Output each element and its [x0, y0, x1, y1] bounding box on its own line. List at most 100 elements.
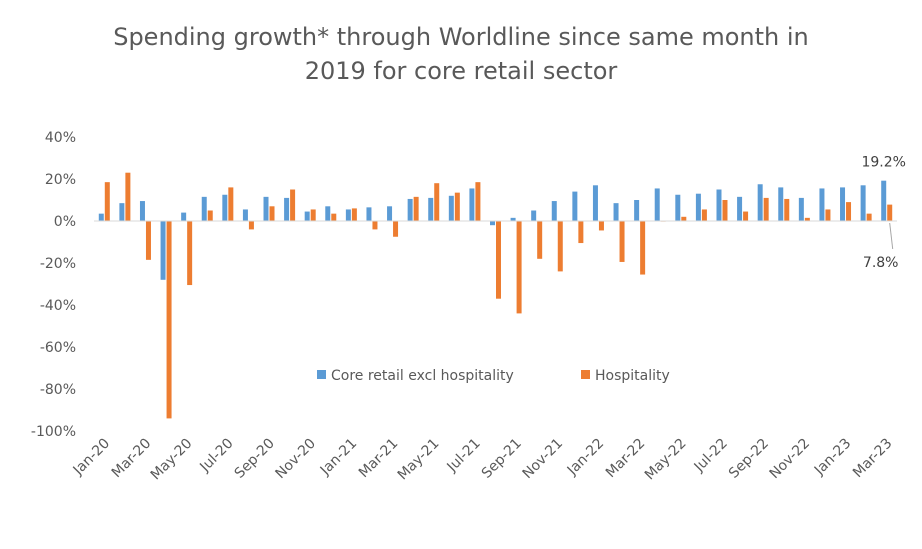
x-tick-label: Mar-22 — [603, 436, 649, 482]
bar-hospitality-mar-22 — [640, 221, 646, 275]
bar-hospitality-jan-21 — [351, 208, 357, 221]
bar-core-retail-mar-22 — [634, 200, 640, 221]
bar-core-retail-dec-22 — [819, 188, 825, 221]
bar-hospitality-jun-20 — [207, 210, 213, 221]
x-tick-label: Jan-23 — [811, 436, 854, 479]
legend-label-core-retail: Core retail excl hospitality — [331, 368, 514, 384]
x-tick-label: Sep-22 — [726, 436, 772, 482]
bar-hospitality-nov-20 — [310, 209, 316, 221]
x-tick-label: Mar-23 — [850, 436, 896, 482]
bar-core-retail-apr-22 — [654, 188, 660, 221]
bar-hospitality-feb-22 — [619, 221, 625, 262]
bar-hospitality-jan-22 — [598, 221, 604, 231]
bar-core-retail-nov-20 — [304, 211, 310, 221]
y-tick-label: 20% — [45, 172, 76, 188]
bar-hospitality-feb-21 — [372, 221, 378, 230]
bar-hospitality-may-20 — [187, 221, 193, 286]
y-tick-label: -80% — [40, 382, 76, 398]
bar-core-retail-may-20 — [181, 212, 187, 221]
bar-core-retail-jul-22 — [716, 189, 722, 221]
bar-hospitality-aug-21 — [496, 221, 501, 299]
bar-core-retail-dec-21 — [572, 191, 578, 221]
bar-core-retail-sep-22 — [757, 184, 763, 221]
bar-core-retail-sep-20 — [263, 196, 269, 221]
bar-core-retail-jun-20 — [201, 196, 207, 221]
bar-hospitality-sep-21 — [516, 221, 522, 314]
bar-hospitality-aug-22 — [743, 211, 749, 221]
x-tick-label: Jan-21 — [317, 436, 360, 479]
x-tick-label: Sep-21 — [479, 436, 525, 482]
x-tick-label: Mar-20 — [109, 436, 155, 482]
bar-hospitality-jan-20 — [104, 182, 110, 221]
x-tick-label: Nov-20 — [272, 436, 319, 483]
bar-core-retail-feb-20 — [119, 203, 125, 221]
bar-hospitality-nov-22 — [804, 217, 810, 221]
bar-core-retail-may-22 — [675, 194, 681, 221]
bar-core-retail-aug-20 — [242, 209, 248, 221]
bar-core-retail-jan-22 — [592, 185, 598, 221]
y-tick-label: 40% — [45, 130, 76, 146]
bar-hospitality-jun-22 — [701, 209, 707, 221]
bar-core-retail-apr-21 — [407, 198, 413, 221]
bar-hospitality-dec-22 — [825, 209, 831, 221]
chart-title-line-1: Spending growth* through Worldline since… — [113, 23, 809, 51]
bar-hospitality-jul-22 — [722, 200, 728, 221]
bar-hospitality-mar-21 — [393, 221, 399, 237]
bar-hospitality-aug-20 — [248, 221, 254, 230]
bar-core-retail-nov-22 — [798, 197, 804, 221]
bar-core-retail-oct-22 — [778, 187, 784, 221]
bar-hospitality-may-21 — [434, 183, 440, 221]
bar-core-retail-jan-23 — [840, 187, 846, 221]
bar-hospitality-dec-20 — [331, 213, 337, 221]
bar-core-retail-mar-20 — [139, 201, 145, 221]
bar-core-retail-feb-23 — [860, 185, 866, 221]
x-tick-label: Jan-20 — [70, 436, 113, 479]
bar-core-retail-aug-22 — [737, 196, 743, 221]
bar-hospitality-jul-21 — [475, 182, 481, 221]
bars — [98, 172, 893, 419]
bar-hospitality-apr-21 — [413, 196, 419, 221]
x-tick-label: Jul-22 — [691, 436, 731, 476]
x-tick-label: May-21 — [395, 436, 443, 484]
bar-core-retail-feb-22 — [613, 203, 619, 221]
bar-core-retail-may-21 — [428, 197, 434, 221]
data-labels: 19.2% 7.8% — [861, 155, 905, 271]
bar-core-retail-oct-20 — [284, 197, 290, 221]
bar-core-retail-feb-21 — [366, 207, 372, 221]
bar-hospitality-oct-21 — [537, 221, 543, 259]
bar-core-retail-jan-21 — [345, 209, 351, 221]
bar-core-retail-jun-22 — [695, 193, 701, 221]
bar-hospitality-dec-21 — [578, 221, 584, 244]
bar-core-retail-nov-21 — [551, 201, 557, 221]
bar-hospitality-jun-21 — [454, 192, 460, 221]
bar-core-retail-oct-21 — [531, 210, 537, 221]
legend-swatch-hospitality — [581, 370, 590, 379]
x-tick-label: Jul-20 — [196, 436, 236, 476]
legend-label-hospitality: Hospitality — [595, 368, 670, 384]
bar-hospitality-oct-20 — [290, 189, 296, 221]
bar-hospitality-sep-22 — [763, 197, 769, 221]
bar-hospitality-feb-23 — [866, 213, 872, 221]
y-tick-label: -40% — [40, 298, 76, 314]
bar-core-retail-jul-20 — [222, 194, 228, 221]
bar-core-retail-mar-23 — [881, 180, 887, 221]
bar-core-retail-apr-20 — [160, 221, 166, 280]
y-tick-label: -100% — [31, 424, 76, 440]
x-tick-label: Jan-22 — [564, 436, 607, 479]
bar-hospitality-mar-20 — [145, 221, 151, 260]
x-tick-label: May-20 — [148, 436, 196, 484]
bar-core-retail-aug-21 — [490, 221, 495, 226]
bar-hospitality-feb-20 — [125, 172, 131, 221]
bar-core-retail-jan-20 — [98, 213, 104, 221]
bar-hospitality-jan-23 — [846, 202, 852, 221]
legend: Core retail excl hospitality Hospitality — [317, 368, 670, 384]
y-tick-label: -60% — [40, 340, 76, 356]
bar-core-retail-jul-21 — [469, 188, 475, 221]
bar-hospitality-mar-23 — [887, 204, 893, 221]
y-tick-label: 0% — [54, 214, 76, 230]
x-tick-label: May-22 — [642, 436, 690, 484]
bar-hospitality-may-22 — [681, 216, 687, 221]
